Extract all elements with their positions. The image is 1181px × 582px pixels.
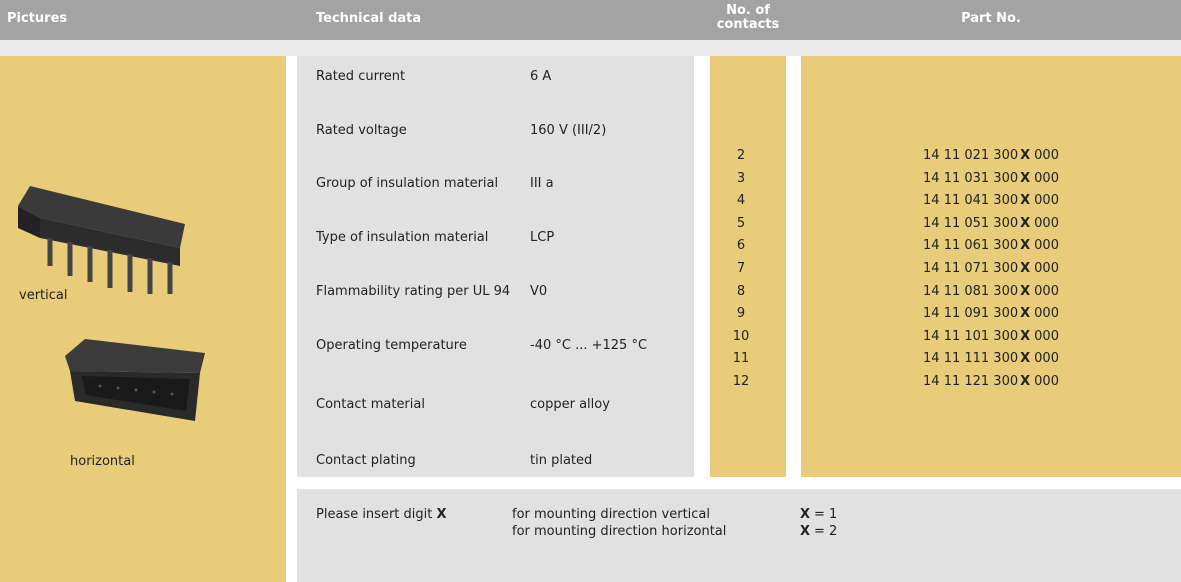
horizontal-connector-image [65, 339, 205, 421]
contact-count: 7 [736, 261, 746, 276]
tech-value: LCP [530, 230, 555, 245]
vertical-connector-image [18, 186, 185, 294]
contact-count: 8 [736, 283, 746, 299]
tech-label: Type of insulation material [316, 230, 489, 245]
contact-count: 12 [732, 374, 750, 389]
part-suffix: 000 [1034, 148, 1059, 163]
tech-value: III a [530, 176, 554, 191]
note-option-text: for mounting direction vertical [512, 507, 711, 522]
caption-vertical: vertical [19, 288, 68, 303]
tech-label: Contact plating [316, 453, 416, 468]
contact-count: 11 [732, 351, 750, 367]
part-prefix: 14 11 061 300 [923, 238, 1019, 254]
part-number: 14 11 051 300 X 000 [801, 216, 1181, 231]
technical-data-panel: Rated current 6 A Rated voltage 160 V (III/… [297, 56, 694, 477]
part-prefix: 14 11 041 300 [923, 193, 1019, 209]
note-option-digit: X [800, 507, 811, 522]
part-digit: X [1020, 215, 1031, 231]
part-number: 14 11 101 300 X 000 [801, 329, 1181, 344]
note-option-equals: = 2 [814, 524, 838, 539]
note-label: Please insert digit X [316, 507, 447, 522]
part-prefix: 14 11 051 300 [923, 215, 1019, 231]
part-suffix: 000 [1034, 374, 1059, 389]
tech-value: -40 °C ... +125 °C [530, 338, 648, 353]
header-part-no: Part No. [961, 11, 1021, 26]
tech-label: Rated current [316, 69, 406, 84]
part-suffix: 000 [1034, 193, 1059, 209]
part-prefix: 14 11 111 300 [923, 351, 1019, 367]
contact-count: 5 [736, 215, 746, 231]
part-prefix: 14 11 021 300 [923, 148, 1019, 163]
part-number: 14 11 041 300 X 000 [801, 193, 1181, 208]
part-suffix: 000 [1034, 238, 1059, 254]
tech-label: Operating temperature [316, 338, 467, 353]
part-suffix: 000 [1034, 283, 1059, 299]
part-number: 14 11 091 300 X 000 [801, 306, 1181, 321]
part-numbers-panel: 14 11 021 300 X 000 14 11 031 300 X 000 14 11 … [801, 56, 1181, 477]
header-pictures: Pictures [7, 11, 68, 26]
part-digit: X [1020, 261, 1031, 276]
tech-value: 6 A [530, 69, 552, 84]
part-suffix: 000 [1034, 215, 1059, 231]
header-technical-data: Technical data [316, 11, 422, 26]
part-prefix: 14 11 081 300 [923, 283, 1019, 299]
note-option-value: X = 2 [800, 524, 837, 539]
part-prefix: 14 11 071 300 [923, 261, 1019, 276]
part-suffix: 000 [1034, 306, 1059, 322]
tech-value: 160 V (III/2) [530, 123, 607, 138]
contact-count: 9 [736, 306, 746, 322]
note-panel: Please insert digit X for mounting direc… [297, 489, 1181, 582]
note-option-equals: = 1 [814, 507, 838, 522]
note-label-text: Please insert digit [316, 507, 433, 522]
tech-value: V0 [530, 284, 548, 299]
part-suffix: 000 [1034, 328, 1059, 344]
part-prefix: 14 11 091 300 [923, 306, 1019, 322]
part-digit: X [1020, 148, 1031, 163]
contacts-panel: 2 3 4 5 6 7 8 9 10 11 12 [710, 56, 786, 477]
part-digit: X [1020, 328, 1031, 344]
part-digit: X [1020, 238, 1031, 254]
contact-count: 2 [736, 148, 746, 163]
part-digit: X [1020, 170, 1031, 186]
part-number: 14 11 111 300 X 000 [801, 351, 1181, 366]
note-option-value: X = 1 [800, 507, 837, 522]
contact-count: 4 [736, 193, 746, 209]
part-number: 14 11 021 300 X 000 [801, 148, 1181, 163]
tech-label: Contact material [316, 397, 425, 412]
header-contacts: No. of contacts [716, 3, 780, 32]
tech-value: tin plated [530, 453, 593, 468]
tech-label: Rated voltage [316, 123, 407, 138]
part-digit: X [1020, 193, 1031, 209]
note-digit: X [436, 507, 447, 522]
tech-label: Group of insulation material [316, 176, 499, 191]
separator-strip [0, 40, 1181, 56]
part-digit: X [1020, 306, 1031, 322]
caption-horizontal: horizontal [70, 454, 135, 469]
part-digit: X [1020, 283, 1031, 299]
part-number: 14 11 121 300 X 000 [801, 374, 1181, 389]
part-number: 14 11 081 300 X 000 [801, 284, 1181, 299]
note-option-digit: X [800, 524, 811, 539]
part-digit: X [1020, 351, 1031, 367]
part-suffix: 000 [1034, 261, 1059, 276]
part-digit: X [1020, 374, 1031, 389]
part-number: 14 11 031 300 X 000 [801, 171, 1181, 186]
note-option-text: for mounting direction horizontal [512, 524, 727, 539]
contact-count: 6 [736, 238, 746, 254]
pictures-panel: vertical horizontal [0, 56, 286, 582]
part-number: 14 11 071 300 X 000 [801, 261, 1181, 276]
part-suffix: 000 [1034, 170, 1059, 186]
part-number: 14 11 061 300 X 000 [801, 238, 1181, 253]
part-suffix: 000 [1034, 351, 1059, 367]
part-prefix: 14 11 031 300 [923, 170, 1019, 186]
part-prefix: 14 11 121 300 [923, 374, 1019, 389]
header-bar: Pictures Technical data No. of contacts … [0, 0, 1181, 40]
contact-count: 3 [736, 170, 746, 186]
contact-count: 10 [732, 328, 750, 344]
tech-value: copper alloy [530, 397, 610, 412]
part-prefix: 14 11 101 300 [923, 328, 1019, 344]
tech-label: Flammability rating per UL 94 [316, 284, 511, 299]
